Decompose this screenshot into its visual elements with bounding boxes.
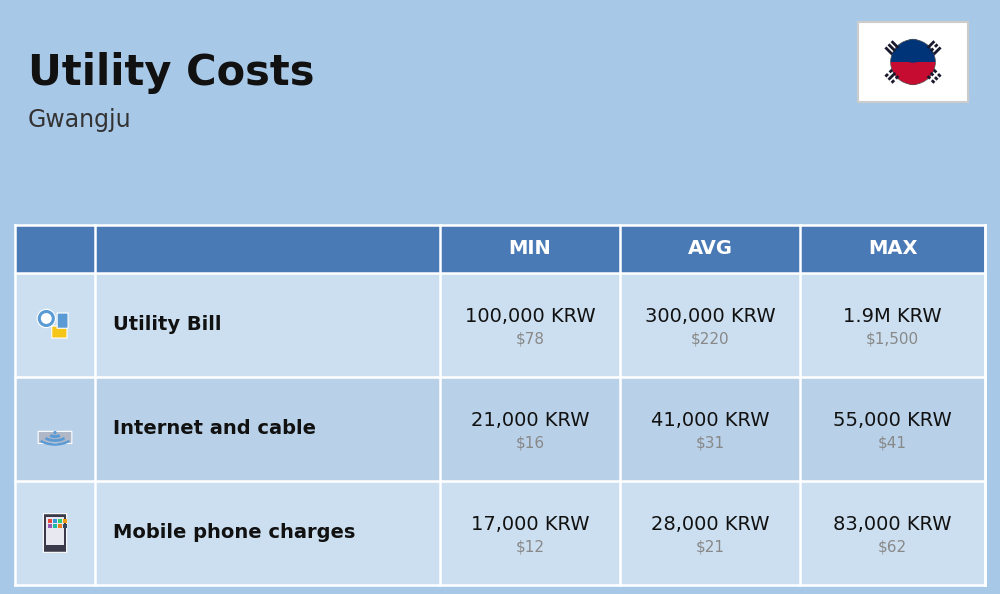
Text: 21,000 KRW: 21,000 KRW <box>471 412 589 431</box>
FancyBboxPatch shape <box>43 514 67 552</box>
Circle shape <box>902 40 924 62</box>
Text: Utility Costs: Utility Costs <box>28 52 314 94</box>
Text: 41,000 KRW: 41,000 KRW <box>651 412 769 431</box>
Text: Mobile phone charges: Mobile phone charges <box>113 523 355 542</box>
Bar <box>15 481 985 585</box>
Bar <box>63 519 67 523</box>
Text: MIN: MIN <box>509 239 551 258</box>
Text: 1.9M KRW: 1.9M KRW <box>843 308 942 327</box>
Bar <box>48 519 52 523</box>
Wedge shape <box>891 40 935 62</box>
Bar <box>63 524 67 528</box>
Text: Internet and cable: Internet and cable <box>113 419 316 438</box>
Text: $21: $21 <box>696 539 724 555</box>
Text: Utility Bill: Utility Bill <box>113 315 222 334</box>
FancyBboxPatch shape <box>57 313 68 328</box>
Text: $78: $78 <box>516 331 544 346</box>
FancyBboxPatch shape <box>52 326 67 338</box>
Text: 17,000 KRW: 17,000 KRW <box>471 516 589 535</box>
Bar <box>15 377 985 481</box>
Circle shape <box>41 313 52 324</box>
FancyBboxPatch shape <box>38 431 72 444</box>
Text: $220: $220 <box>691 331 729 346</box>
Bar <box>58 519 62 523</box>
Text: 28,000 KRW: 28,000 KRW <box>651 516 769 535</box>
Bar <box>15 225 985 273</box>
Text: $1,500: $1,500 <box>866 331 919 346</box>
Circle shape <box>902 62 924 84</box>
Circle shape <box>37 309 55 328</box>
Text: MAX: MAX <box>868 239 917 258</box>
Text: $16: $16 <box>515 435 545 450</box>
Bar <box>53 524 57 528</box>
Bar <box>48 524 52 528</box>
Text: 100,000 KRW: 100,000 KRW <box>465 308 595 327</box>
Text: $41: $41 <box>878 435 907 450</box>
Text: Gwangju: Gwangju <box>28 108 132 132</box>
Text: $12: $12 <box>516 539 544 555</box>
FancyBboxPatch shape <box>46 517 64 545</box>
Wedge shape <box>891 62 935 84</box>
Text: $31: $31 <box>695 435 725 450</box>
Text: 55,000 KRW: 55,000 KRW <box>833 412 952 431</box>
Bar <box>15 273 985 377</box>
Text: 83,000 KRW: 83,000 KRW <box>833 516 952 535</box>
Text: AVG: AVG <box>688 239 732 258</box>
Text: $62: $62 <box>878 539 907 555</box>
FancyBboxPatch shape <box>858 22 968 102</box>
Text: 300,000 KRW: 300,000 KRW <box>645 308 775 327</box>
Bar <box>53 519 57 523</box>
Circle shape <box>53 431 57 434</box>
Bar <box>58 524 62 528</box>
